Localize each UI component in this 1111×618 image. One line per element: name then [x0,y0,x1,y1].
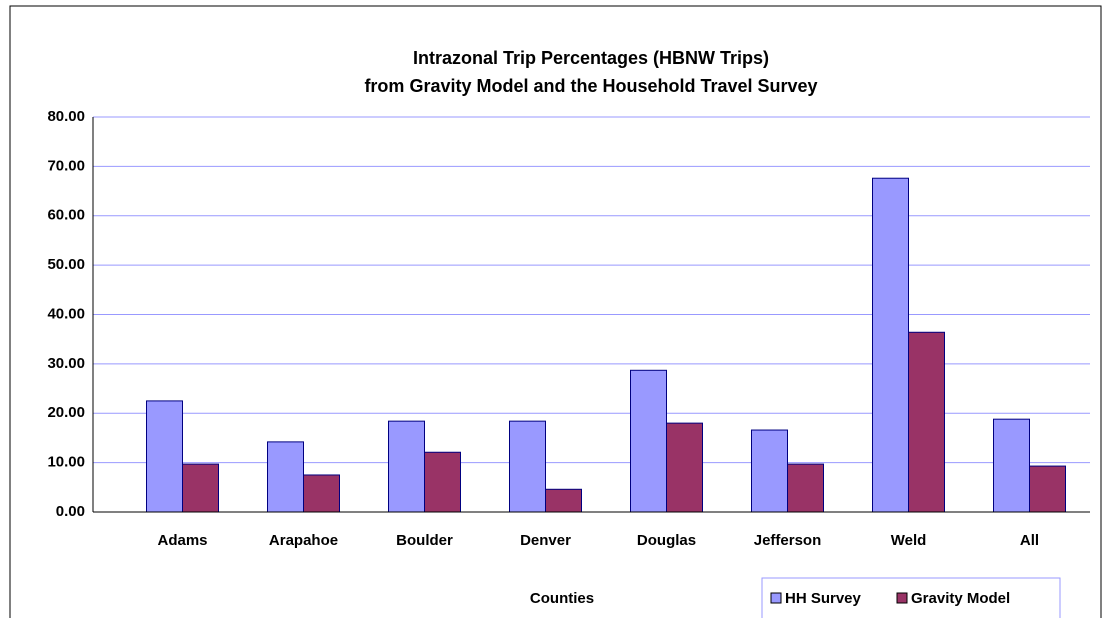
chart-border [9,5,1102,618]
bar [908,331,945,513]
bar [666,422,703,513]
x-tick-label: Douglas [637,532,696,549]
y-tick-label: 80.00 [47,108,85,125]
chart-title: Intrazonal Trip Percentages (HBNW Trips) [413,48,769,68]
bar [267,441,304,513]
bar [388,420,425,513]
x-tick-label: Weld [891,532,927,549]
y-tick-label: 60.00 [47,207,85,224]
bar [509,420,546,513]
legend [761,577,1061,618]
bar [872,177,909,513]
x-tick-label: Boulder [396,532,453,549]
legend-swatch [896,592,908,604]
y-tick-label: 30.00 [47,355,85,372]
legend-label: Gravity Model [911,590,1010,607]
bar [545,488,582,513]
x-axis-label: Counties [530,590,594,607]
bar [751,429,788,513]
bar [787,463,824,513]
bar [630,369,667,513]
x-tick-label: Denver [520,532,571,549]
bar [146,400,183,513]
legend-label: HH Survey [785,590,862,607]
bar [993,418,1030,513]
y-tick-label: 10.00 [47,454,85,471]
x-tick-label: Adams [157,532,207,549]
bar [303,474,340,513]
bar [1029,465,1066,513]
legend-swatch [770,592,782,604]
bar [182,463,219,513]
x-tick-label: Jefferson [754,532,822,549]
x-tick-label: All [1020,532,1039,549]
y-tick-label: 50.00 [47,256,85,273]
y-tick-label: 0.00 [56,503,85,520]
y-tick-label: 20.00 [47,404,85,421]
y-tick-label: 70.00 [47,157,85,174]
chart-title: from Gravity Model and the Household Tra… [364,76,817,96]
bar [424,451,461,513]
y-tick-label: 40.00 [47,305,85,322]
x-tick-label: Arapahoe [269,532,338,549]
